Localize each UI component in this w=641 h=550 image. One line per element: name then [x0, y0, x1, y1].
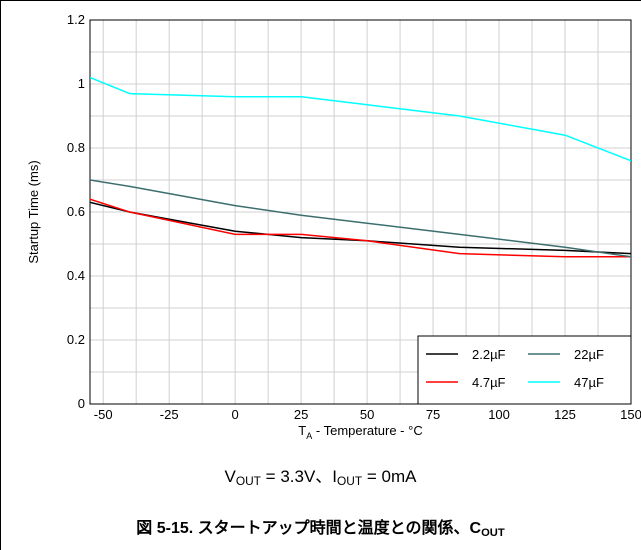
x-tick-label: 50 — [360, 407, 374, 422]
y-tick-label: 1.2 — [67, 12, 85, 27]
series-line-47F — [90, 76, 631, 162]
y-tick-label: 1 — [78, 76, 85, 91]
y-tick-label: 0.6 — [67, 204, 85, 219]
x-tick-label: 0 — [232, 407, 239, 422]
caption-main: 図 5-15. スタートアップ時間と温度との関係、C — [136, 520, 482, 537]
legend-label: 47µF — [574, 375, 604, 390]
axis-ticks: -50 -25 0 25 50 75 100 125 150 0 0.2 0.4 0.6 0.8 1 1.2 — [67, 12, 641, 422]
frame-left-border — [0, 0, 1, 550]
x-axis-label: TA - Temperature - °C — [298, 423, 422, 441]
x-axis-label-rest: - Temperature - °C — [312, 423, 422, 438]
y-tick-label: 0 — [78, 396, 85, 411]
x-axis-label-sub: A — [306, 431, 312, 441]
legend-label: 22µF — [574, 347, 604, 362]
y-axis-label: Startup Time (ms) — [26, 160, 41, 263]
condition-v-rest: = 3.3V、I — [260, 467, 338, 486]
condition-v: V — [224, 467, 236, 486]
y-tick-label: 0.2 — [67, 332, 85, 347]
condition-text: VOUT = 3.3V、IOUT = 0mA — [0, 462, 641, 488]
figure-caption: 図 5-15. スタートアップ時間と温度との関係、COUT — [0, 514, 641, 539]
x-axis-label-main: T — [298, 423, 306, 438]
condition-i-sub: OUT — [337, 473, 363, 488]
condition-i-rest: = 0mA — [362, 467, 417, 486]
caption-sub: OUT — [481, 526, 505, 539]
x-tick-label: 25 — [294, 407, 308, 422]
x-tick-label: 150 — [620, 407, 641, 422]
series-line-22F — [90, 179, 631, 258]
x-tick-label: 100 — [488, 407, 510, 422]
x-tick-label: 125 — [554, 407, 576, 422]
series-line-4.7F — [90, 198, 631, 258]
series-group — [90, 76, 631, 258]
legend-box — [417, 335, 632, 405]
plot-area-border — [89, 19, 632, 405]
legend-label: 2.2µF — [472, 347, 506, 362]
condition-v-sub: OUT — [235, 473, 261, 488]
legend: 2.2µF 22µF 4.7µF 47µF — [417, 335, 632, 405]
x-tick-label: -25 — [160, 407, 179, 422]
legend-label: 4.7µF — [472, 375, 506, 390]
y-tick-label: 0.4 — [67, 268, 85, 283]
frame-top-border — [0, 0, 641, 1]
y-tick-label: 0.8 — [67, 140, 85, 155]
x-tick-label: -50 — [94, 407, 113, 422]
x-tick-label: 75 — [426, 407, 440, 422]
